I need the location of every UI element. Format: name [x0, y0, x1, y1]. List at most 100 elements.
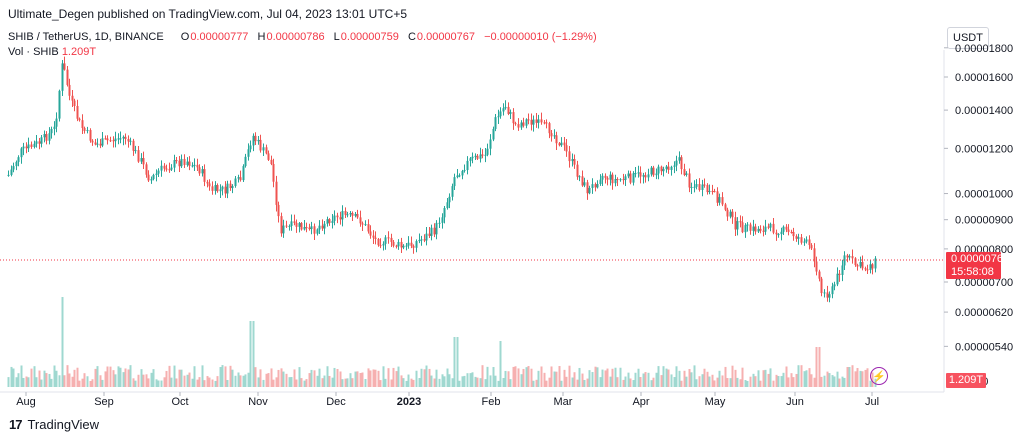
volume-bar [30, 368, 33, 387]
candle-body [619, 179, 622, 181]
candle-body [693, 186, 696, 188]
candle-body [430, 227, 433, 236]
candle-body [40, 137, 43, 144]
candle-body [787, 229, 790, 232]
candle-body [265, 147, 268, 154]
candle-body [364, 224, 367, 226]
volume-bar [481, 365, 484, 387]
volume-bar [527, 366, 530, 387]
volume-bar [211, 379, 214, 387]
candle-body [275, 181, 278, 205]
candle-body [262, 147, 265, 151]
volume-bar [571, 377, 574, 387]
candle-body [820, 278, 823, 294]
candle-body [775, 232, 778, 235]
candle-body [252, 135, 255, 146]
candle-body [367, 224, 370, 232]
volume-bar [813, 377, 816, 387]
volume-bar [282, 371, 285, 387]
volume-bar [864, 369, 867, 387]
volume-bar [48, 373, 51, 387]
candle-body [420, 239, 423, 241]
candle-body [142, 158, 145, 165]
volume-bar [596, 367, 599, 387]
candle-body [221, 186, 224, 190]
volume-bar [55, 370, 58, 387]
candle-body [548, 123, 551, 134]
candle-body [336, 215, 339, 218]
candle-body [293, 221, 296, 223]
candle-body [609, 174, 612, 180]
candle-body [721, 197, 724, 205]
volume-bar [573, 372, 576, 387]
candle-body [670, 166, 673, 170]
candle-body [481, 154, 484, 156]
candle-body [295, 222, 298, 227]
close-label: C [407, 31, 416, 43]
candle-body [486, 148, 489, 155]
candle-body [614, 179, 617, 184]
volume-bar [395, 371, 398, 387]
volume-bar [175, 378, 178, 387]
candle-body [17, 157, 20, 162]
volume-bar [634, 372, 637, 387]
candle-body [591, 184, 594, 188]
high-label: H [257, 31, 266, 43]
brand-label[interactable]: TradingView [27, 417, 100, 432]
volume-bar [517, 368, 520, 387]
candlesticks [7, 56, 877, 303]
candle-body [433, 227, 436, 235]
volume-bar [61, 297, 64, 387]
candle-body [688, 173, 691, 188]
candle-body [785, 226, 788, 230]
volume-bar [833, 376, 836, 387]
candle-body [38, 141, 41, 144]
volume-bar [20, 365, 23, 387]
candle-body [657, 166, 660, 174]
volume-bar [157, 380, 160, 387]
candle-body [504, 106, 507, 109]
volume-bar [655, 372, 658, 387]
volume-bar [377, 370, 380, 387]
candle-body [831, 286, 834, 295]
low-value: 0.00000759 [340, 31, 399, 43]
candle-body [12, 166, 15, 170]
volume-bar [298, 367, 301, 387]
candle-body [818, 271, 821, 279]
volume-bar [448, 374, 451, 387]
candle-body [675, 160, 678, 166]
lightning-icon[interactable]: ⚡ [870, 367, 888, 385]
volume-bar [815, 347, 818, 387]
volume-bar [254, 367, 257, 387]
candle-body [563, 142, 566, 146]
volume-bar [629, 378, 632, 387]
candle-body [58, 90, 61, 119]
candle-body [175, 160, 178, 162]
volume-bar [122, 372, 125, 387]
volume-bar [706, 371, 709, 387]
volume-bar [540, 366, 543, 387]
volume-bar [492, 367, 495, 387]
volume-bar [349, 373, 352, 387]
candle-body [716, 191, 719, 203]
volume-bar [565, 376, 568, 387]
tradingview-logo-icon[interactable]: 17 [9, 417, 23, 432]
volume-bar [560, 380, 563, 387]
currency-button[interactable]: USDT [947, 27, 989, 49]
volume-bar [479, 378, 482, 387]
volume-bar [165, 370, 168, 387]
volume-bar [463, 375, 466, 387]
candle-body [680, 157, 683, 170]
volume-bar [132, 378, 135, 387]
candle-body [63, 63, 66, 70]
candle-body [808, 239, 811, 246]
symbol-label[interactable]: SHIB / TetherUS, 1D, BINANCE [8, 31, 164, 43]
candle-body [634, 173, 637, 175]
candle-body [647, 174, 650, 178]
candle-body [157, 170, 160, 174]
candle-body [596, 183, 599, 188]
volume-bar [17, 373, 20, 387]
time-axis-ticks: Aug Sep Oct Nov Dec 2023 Feb Mar Apr May Jun Jul [16, 392, 879, 408]
candle-body [331, 220, 334, 223]
